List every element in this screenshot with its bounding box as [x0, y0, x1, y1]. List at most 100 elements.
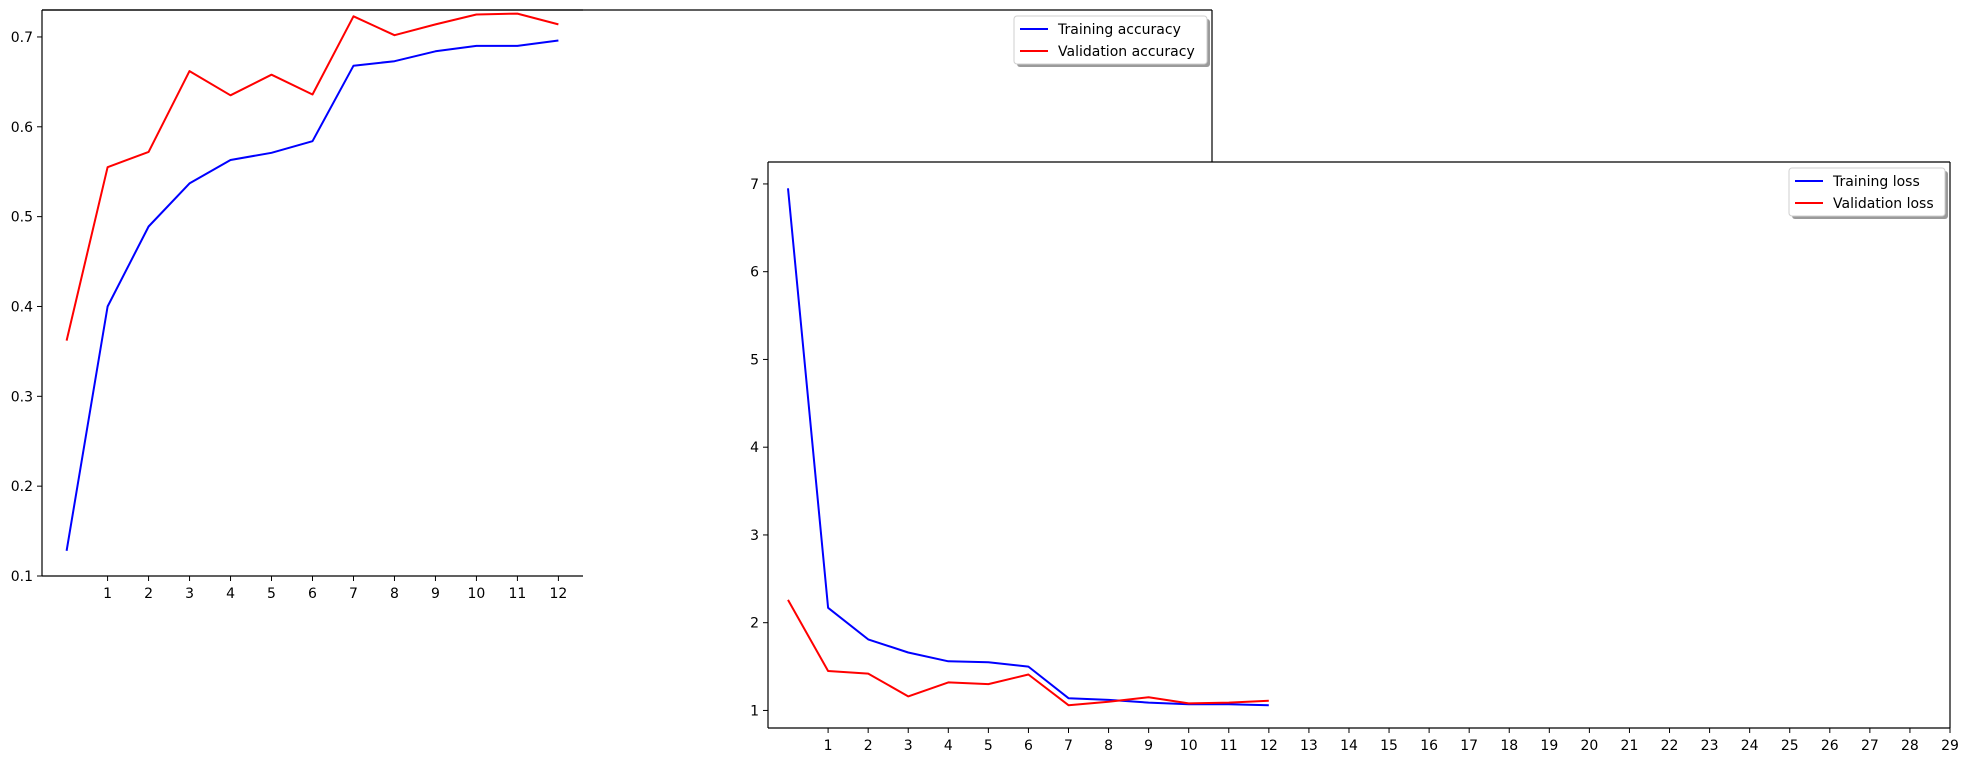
- x-tick-label: 3: [904, 738, 913, 754]
- data-point: [1027, 673, 1029, 675]
- x-tick-label: 6: [308, 586, 317, 602]
- data-point: [229, 94, 231, 96]
- x-tick-label: 5: [267, 586, 276, 602]
- data-point: [393, 60, 395, 62]
- data-point: [516, 45, 518, 47]
- x-tick-label: 28: [1901, 738, 1919, 754]
- plot-background: [768, 162, 1950, 728]
- y-tick-label: 0.1: [11, 569, 33, 585]
- y-tick-label: 5: [750, 352, 759, 368]
- x-tick-label: 19: [1540, 738, 1558, 754]
- legend-label: Training accuracy: [1057, 22, 1181, 38]
- data-point: [352, 65, 354, 67]
- data-point: [434, 50, 436, 52]
- data-point: [188, 70, 190, 72]
- y-tick-label: 0.7: [11, 30, 33, 46]
- y-tick-label: 0.4: [11, 299, 33, 315]
- x-tick-label: 13: [1300, 738, 1318, 754]
- legend-label: Validation loss: [1833, 196, 1934, 212]
- data-point: [1067, 697, 1069, 699]
- data-point: [270, 73, 272, 75]
- x-tick-label: 3: [185, 586, 194, 602]
- x-tick-label: 22: [1661, 738, 1679, 754]
- x-tick-label: 7: [1064, 738, 1073, 754]
- x-tick-label: 11: [1220, 738, 1238, 754]
- data-point: [1188, 702, 1190, 704]
- data-point: [147, 151, 149, 153]
- data-point: [311, 140, 313, 142]
- x-tick-label: 21: [1621, 738, 1639, 754]
- series-line-training-accuracy: [65, 39, 559, 551]
- data-point: [1147, 701, 1149, 703]
- x-tick-label: 4: [226, 586, 235, 602]
- x-tick-label: 18: [1500, 738, 1518, 754]
- x-tick-label: 7: [349, 586, 358, 602]
- y-tick-label: 1: [750, 703, 759, 719]
- y-tick-label: 3: [750, 528, 759, 544]
- x-tick-label: 24: [1741, 738, 1759, 754]
- data-point: [270, 152, 272, 154]
- y-tick-label: 0.5: [11, 210, 33, 226]
- data-point: [352, 15, 354, 17]
- data-point: [1228, 701, 1230, 703]
- x-tick-label: 8: [390, 586, 399, 602]
- x-tick-label: 1: [824, 738, 833, 754]
- x-tick-label: 4: [944, 738, 953, 754]
- x-tick-label: 5: [984, 738, 993, 754]
- data-point: [1027, 665, 1029, 667]
- data-point: [475, 45, 477, 47]
- data-point: [188, 182, 190, 184]
- data-point: [867, 672, 869, 674]
- x-tick-label: 25: [1781, 738, 1799, 754]
- x-tick-label: 9: [431, 586, 440, 602]
- x-tick-label: 23: [1701, 738, 1719, 754]
- x-tick-label: 27: [1861, 738, 1879, 754]
- x-tick-label: 15: [1380, 738, 1398, 754]
- data-point: [1067, 704, 1069, 706]
- x-tick-label: 20: [1580, 738, 1598, 754]
- y-tick-label: 7: [750, 177, 759, 193]
- x-tick-label: 17: [1460, 738, 1478, 754]
- series-line-validation-loss: [787, 599, 1269, 707]
- data-point: [311, 93, 313, 95]
- x-tick-label: 29: [1941, 738, 1959, 754]
- data-point: [867, 638, 869, 640]
- data-point: [1268, 700, 1270, 702]
- data-point: [106, 305, 108, 307]
- data-point: [1268, 704, 1270, 706]
- data-point: [947, 681, 949, 683]
- x-tick-label: 2: [864, 738, 873, 754]
- y-tick-label: 4: [750, 440, 759, 456]
- legend-box: [1788, 167, 1946, 217]
- data-point: [787, 187, 789, 189]
- data-point: [557, 23, 559, 25]
- data-point: [907, 651, 909, 653]
- legend-box: [1013, 15, 1208, 65]
- data-point: [516, 12, 518, 14]
- y-tick-label: 0.3: [11, 389, 33, 405]
- legend-label: Validation accuracy: [1058, 44, 1195, 60]
- x-tick-label: 16: [1420, 738, 1438, 754]
- x-tick-label: 10: [468, 586, 486, 602]
- y-tick-label: 0.2: [11, 479, 33, 495]
- data-point: [907, 695, 909, 697]
- data-point: [1107, 700, 1109, 702]
- data-point: [475, 13, 477, 15]
- y-tick-label: 2: [750, 616, 759, 632]
- data-point: [1147, 696, 1149, 698]
- legend-label: Training loss: [1832, 174, 1920, 190]
- data-point: [106, 166, 108, 168]
- x-tick-label: 26: [1821, 738, 1839, 754]
- data-point: [827, 607, 829, 609]
- x-tick-label: 12: [549, 586, 567, 602]
- y-tick-label: 6: [750, 265, 759, 281]
- data-point: [229, 159, 231, 161]
- x-tick-label: 8: [1104, 738, 1113, 754]
- x-tick-label: 12: [1260, 738, 1278, 754]
- data-point: [393, 34, 395, 36]
- data-point: [434, 23, 436, 25]
- series-line-validation-accuracy: [65, 12, 559, 341]
